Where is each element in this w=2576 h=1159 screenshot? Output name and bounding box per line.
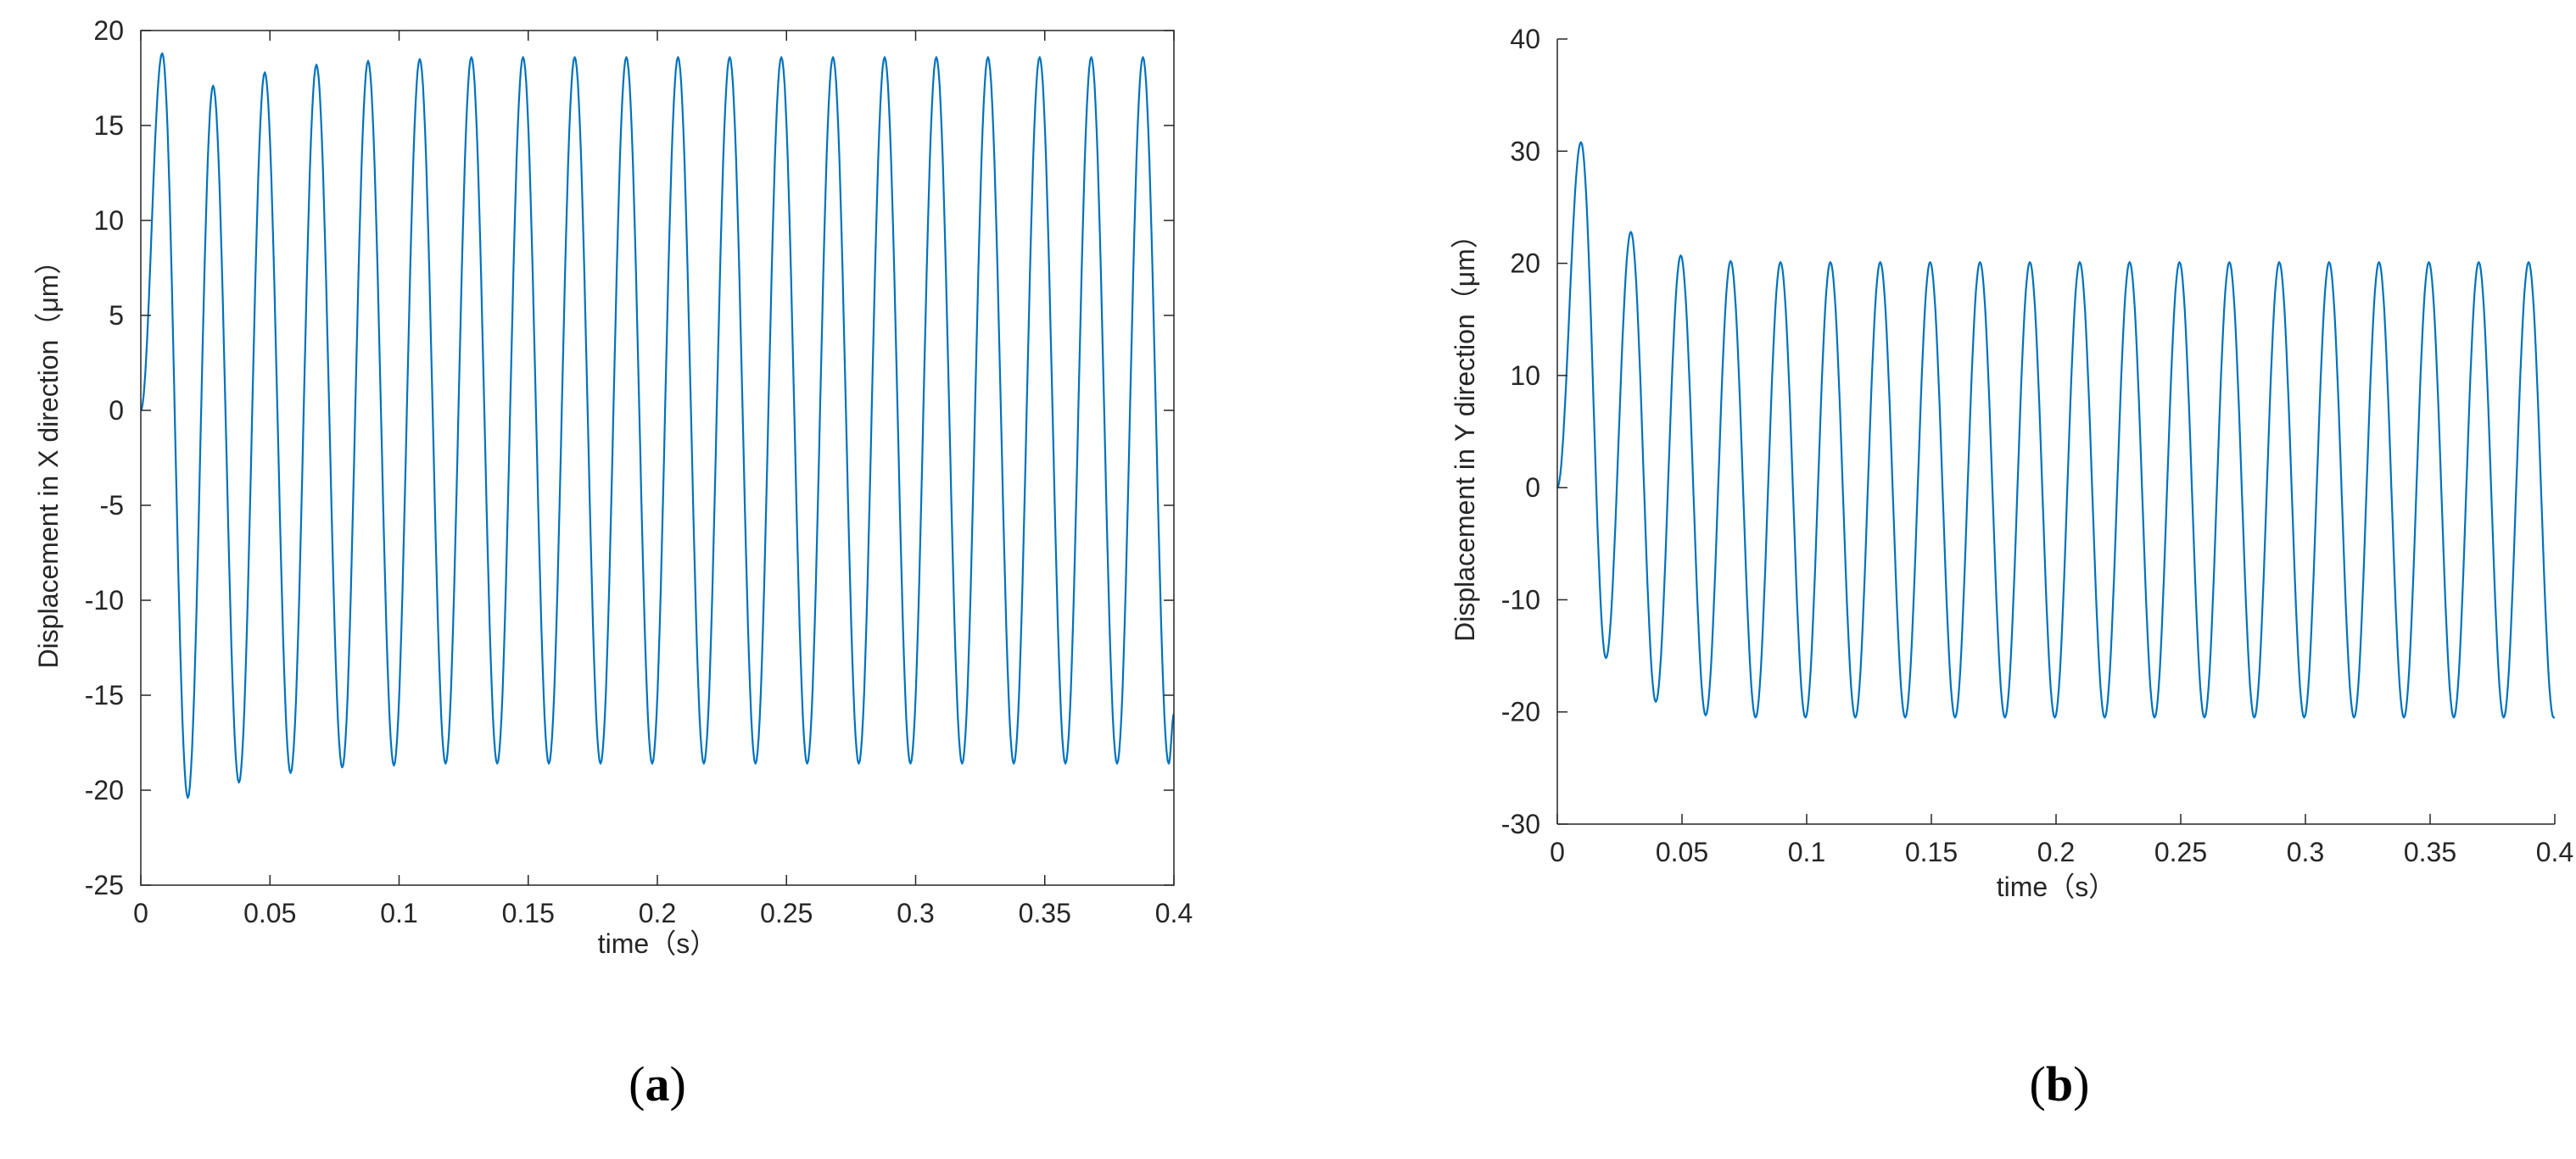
y-tick-label: 15 — [93, 110, 124, 141]
x-tick-label: 0.1 — [380, 898, 417, 928]
x-tick-label: 0.35 — [1019, 898, 1071, 928]
x-tick-label: 0.1 — [1788, 837, 1825, 867]
chart-b-x-ticks: 0 0.05 0.1 0.15 0.2 0.25 0.3 0.35 0.4 — [1550, 814, 2573, 867]
y-tick-label: 5 — [109, 300, 124, 331]
panel-label-b: (b) — [2030, 1056, 2090, 1112]
chart-a-y-ticks: -25 -20 -15 -10 -5 0 5 10 15 20 — [85, 15, 1174, 900]
x-tick-label: 0.3 — [2287, 837, 2324, 867]
y-tick-label: -10 — [1501, 584, 1540, 615]
x-tick-label: 0 — [133, 898, 148, 928]
x-tick-label: 0.25 — [2154, 837, 2207, 867]
chart-b-y-axis-label: Displacement in Y direction（μm） — [1450, 221, 1480, 642]
y-tick-label: 30 — [1510, 136, 1540, 166]
chart-a-y-axis-label: Displacement in X direction（μm） — [33, 248, 64, 669]
chart-b-line-layer — [1556, 141, 2556, 719]
x-tick-label: 0 — [1550, 837, 1565, 867]
y-tick-label: 20 — [1510, 248, 1540, 279]
x-tick-label: 0.2 — [2037, 837, 2075, 867]
panel-label-a: (a) — [629, 1056, 686, 1112]
chart-a-x-ticks: 0 0.05 0.1 0.15 0.2 0.25 0.3 0.35 0.4 — [133, 31, 1193, 928]
chart-b: 0 0.05 0.1 0.15 0.2 0.25 0.3 0.35 0.4 -30 -20 -10 0… — [1450, 24, 2573, 902]
x-tick-label: 0.35 — [2404, 837, 2456, 867]
y-tick-label: 10 — [1510, 360, 1540, 391]
y-tick-label: -20 — [1501, 697, 1540, 727]
y-tick-label: 0 — [1525, 472, 1540, 503]
chart-b-y-ticks: -30 -20 -10 0 10 20 30 40 — [1501, 24, 1567, 839]
y-tick-label: -30 — [1501, 809, 1540, 839]
chart-b-plot-area — [1557, 39, 2555, 824]
chart-a: 0 0.05 0.1 0.15 0.2 0.25 0.3 0.35 0.4 -25-20-15-… — [33, 15, 1193, 959]
y-tick-label: 0 — [109, 395, 124, 426]
chart-a-plot-area — [141, 31, 1174, 885]
chart-a-x-axis-label: time（s） — [598, 928, 717, 959]
series-line — [1556, 141, 2556, 719]
x-tick-label: 0.05 — [1656, 837, 1708, 867]
chart-a-line-layer — [140, 52, 1175, 800]
y-tick-label: 20 — [93, 15, 124, 46]
x-tick-label: 0.25 — [760, 898, 813, 928]
x-tick-label: 0.15 — [1905, 837, 1958, 867]
y-tick-label: 10 — [93, 205, 124, 236]
y-tick-label: -5 — [100, 490, 124, 521]
x-tick-label: 0.15 — [502, 898, 555, 928]
y-tick-label: -10 — [85, 585, 124, 616]
x-tick-label: 0.4 — [1155, 898, 1193, 928]
chart-b-x-axis-label: time（s） — [1997, 872, 2115, 902]
series-line — [140, 52, 1175, 800]
x-tick-label: 0.2 — [639, 898, 676, 928]
x-tick-label: 0.4 — [2536, 837, 2573, 867]
y-tick-label: 40 — [1510, 24, 1540, 54]
y-tick-label: -25 — [85, 870, 124, 900]
x-tick-label: 0.05 — [243, 898, 296, 928]
y-tick-label: -15 — [85, 680, 124, 710]
y-tick-label: -20 — [85, 775, 124, 805]
x-tick-label: 0.3 — [897, 898, 934, 928]
